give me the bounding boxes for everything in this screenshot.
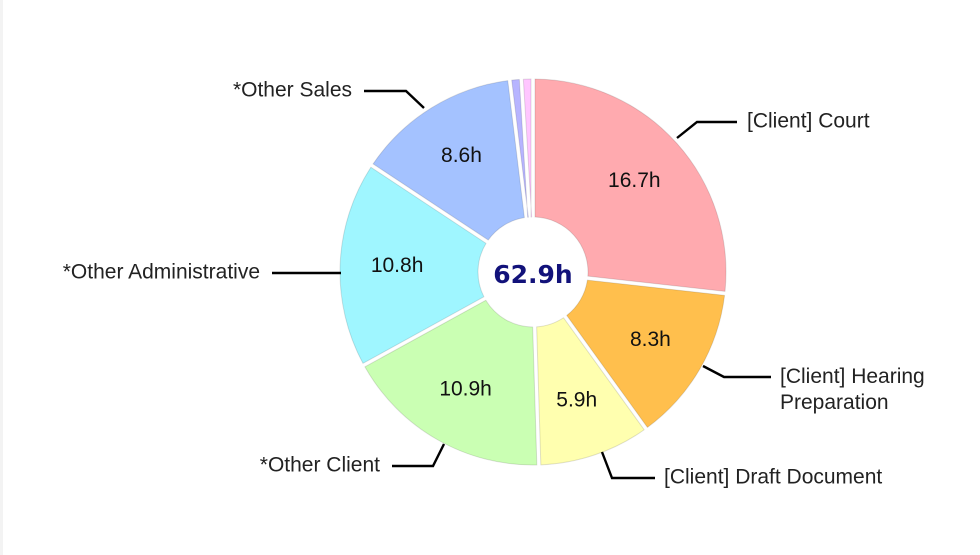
category-labels-group: [Client] Court [Client] Hearing Preparatio… [63,79,925,489]
slice-category-label: *Other Administrative [63,261,260,284]
donut-slice-8 [522,78,533,218]
slice-value-label: 8.3h [630,328,671,351]
leader-line [600,451,655,480]
leader-line [364,89,425,109]
leader-line [392,443,446,468]
slice-value-label: 8.6h [441,144,482,167]
slice-category-label: [Client] Court [747,110,870,133]
slice-category-label: *Other Client [260,454,380,477]
slice-value-label: 10.9h [439,378,492,401]
slice-category-label: [Client] Hearing Preparation [780,365,925,414]
slice-value-label: 5.9h [556,388,597,411]
donut-slice-1 [534,78,727,292]
donut-slice-7 [511,78,529,218]
slice-category-label: *Other Sales [233,79,352,102]
donut-slice-2 [566,279,726,428]
slice-category-label: [Client] Draft Document [664,466,882,489]
slices-group [339,78,727,466]
left-border [0,0,3,555]
total-hours-label: 62.9h [493,260,572,289]
donut-slice-4 [364,299,538,466]
slice-value-label: 10.8h [371,254,424,277]
leader-line [702,364,771,379]
donut-slice-3 [536,317,645,466]
slice-value-label: 16.7h [608,169,661,192]
leader-line [676,120,737,139]
value-labels-group: 16.7h 8.3h 5.9h 10.9h 10.8h 8.6h [371,144,671,411]
donut-slice-5 [339,166,487,364]
donut-slice-6 [372,80,525,241]
leader-lines-group [272,89,771,480]
